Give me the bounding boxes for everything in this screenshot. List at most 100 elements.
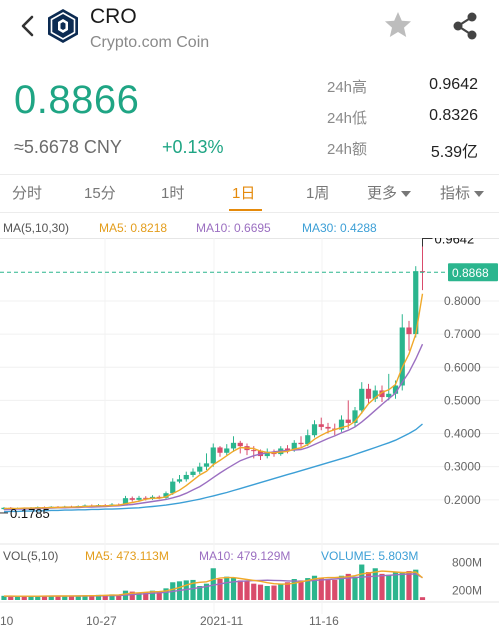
volume-bar xyxy=(136,592,142,600)
tab-15min[interactable]: 15分 xyxy=(84,185,116,202)
candle-body xyxy=(251,450,257,452)
y-tick-label: 0.4000 xyxy=(444,427,481,441)
interval-tabs: 分时 15分 1时 1日 1周 更多 指标 xyxy=(0,176,499,212)
tab-indicators[interactable]: 指标 xyxy=(440,182,485,203)
share-icon[interactable] xyxy=(450,10,480,42)
ma10-value: MA10: 0.6695 xyxy=(196,221,271,235)
candle-body xyxy=(305,435,311,445)
tab-1hour[interactable]: 1时 xyxy=(161,185,185,202)
candle-body xyxy=(413,271,419,335)
candle-body xyxy=(224,448,230,453)
volume-value: VOLUME: 5.803M xyxy=(321,549,419,563)
volume-bar xyxy=(129,591,135,600)
volume-bar xyxy=(203,583,210,600)
volume-bar xyxy=(271,585,277,600)
volume-bar xyxy=(278,584,284,600)
volume-bar xyxy=(95,594,102,600)
kline-chart[interactable]: 0.8000 0.7000 0.6000 0.5000 0.4000 0.3000 0.20… xyxy=(0,238,499,614)
volume-tick-label: 800M xyxy=(452,556,482,570)
volume-bar xyxy=(419,597,426,600)
candle-body xyxy=(237,442,243,447)
volume-bar xyxy=(372,568,378,600)
vol-ma5-value: MA5: 473.113M xyxy=(85,549,169,563)
ma30-value: MA30: 0.4288 xyxy=(302,221,377,235)
volume-bar xyxy=(62,595,68,600)
volume-bar xyxy=(386,574,392,600)
volume-bar xyxy=(298,580,304,600)
tab-1day[interactable]: 1日 xyxy=(232,185,256,202)
volume-bar xyxy=(291,579,297,600)
volume-bar xyxy=(311,575,318,600)
volume-bar xyxy=(156,591,162,600)
active-tab-indicator xyxy=(229,209,262,211)
candle-body xyxy=(338,419,345,430)
volume-bar xyxy=(257,584,264,600)
coin-full-name: Crypto.com Coin xyxy=(90,34,210,51)
volume-bar xyxy=(14,596,21,600)
volume-bar xyxy=(102,595,108,600)
y-tick-label: 0.7000 xyxy=(444,327,481,341)
candle-body xyxy=(156,496,162,498)
candle-body xyxy=(311,424,318,436)
y-tick-label: 0.6000 xyxy=(444,360,481,374)
tab-1week[interactable]: 1周 xyxy=(306,185,330,202)
chevron-left-icon[interactable] xyxy=(14,10,42,42)
volume-bar xyxy=(55,596,61,600)
volume-bar xyxy=(284,582,291,600)
volume-bar xyxy=(21,596,27,600)
last-price: 0.8866 xyxy=(14,78,140,122)
volume-bar xyxy=(82,595,88,600)
high-24h-label: 24h高 xyxy=(327,79,368,96)
low-marker-label: 0.1785 xyxy=(10,506,50,521)
candle-body xyxy=(291,442,297,451)
x-axis-label: 2021-11 xyxy=(200,614,244,628)
tab-timeshare[interactable]: 分时 xyxy=(12,185,43,202)
candle-body xyxy=(264,451,270,457)
volume-bar xyxy=(116,594,122,600)
vol-legend-label: VOL(5,10) xyxy=(3,549,59,563)
volume-bar xyxy=(332,579,338,600)
y-tick-label: 0.8000 xyxy=(444,294,481,308)
volume-bar xyxy=(251,583,257,600)
divider xyxy=(0,212,499,213)
volume-bar xyxy=(406,571,412,600)
volume-bar xyxy=(318,577,324,600)
candle-body xyxy=(284,448,291,451)
current-price-badge xyxy=(448,263,498,282)
x-axis-label: 10 xyxy=(0,614,14,628)
candle-body xyxy=(136,497,142,500)
volume-bar xyxy=(399,572,405,600)
volume-bar xyxy=(1,595,7,600)
candle-body xyxy=(399,327,405,386)
coin-name: CRO xyxy=(90,5,137,28)
volume-bar xyxy=(230,577,237,600)
candle-body xyxy=(352,410,358,423)
star-icon[interactable] xyxy=(383,10,413,40)
candle-body xyxy=(197,466,203,472)
volume-24h-value: 5.39亿 xyxy=(430,144,478,161)
cny-price: ≈5.6678 CNY xyxy=(14,137,122,157)
cro-logo-icon xyxy=(48,9,78,43)
volume-tick-label: 200M xyxy=(452,584,482,598)
candle-body xyxy=(325,426,331,429)
candle-body xyxy=(386,393,392,398)
candle-body xyxy=(203,463,210,467)
candle-body xyxy=(170,481,176,494)
x-axis-label: 11-16 xyxy=(309,614,339,628)
candle-body xyxy=(122,498,129,505)
candle-body xyxy=(129,498,135,500)
candle-body xyxy=(406,327,412,335)
candle-body xyxy=(392,385,399,394)
price-change-percent: +0.13% xyxy=(162,137,224,157)
tab-more[interactable]: 更多 xyxy=(367,182,412,203)
volume-bar xyxy=(41,596,48,600)
volume-bar xyxy=(392,572,399,600)
candle-body xyxy=(365,388,372,399)
volume-bar xyxy=(190,579,196,600)
volume-bar xyxy=(68,596,75,600)
caret-down-icon xyxy=(474,191,485,197)
volume-bar xyxy=(365,572,372,600)
current-price-label: 0.8868 xyxy=(452,266,489,280)
volume-bar xyxy=(143,592,149,600)
volume-bar xyxy=(345,573,351,600)
